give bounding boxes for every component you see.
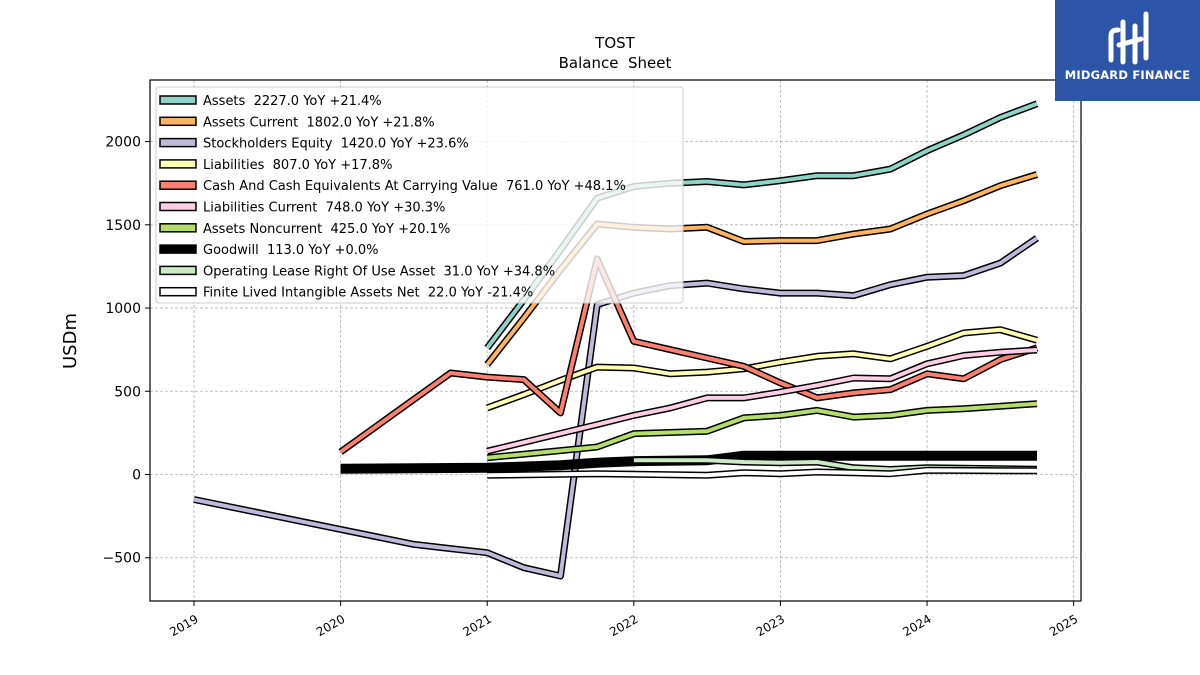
legend-swatch xyxy=(159,95,197,105)
x-tick-label: 2023 xyxy=(754,612,787,639)
series-line-4 xyxy=(338,255,1039,455)
midgard-logo-icon xyxy=(1108,11,1149,65)
legend-label: Liabilities 807.0 YoY +17.8% xyxy=(203,158,392,173)
legend-swatch xyxy=(159,286,197,297)
series-stroke xyxy=(339,256,1038,454)
x-tick-label: 2022 xyxy=(607,612,640,639)
legend-label: Assets Noncurrent 425.0 YoY +20.1% xyxy=(203,222,450,237)
legend-label: Finite Lived Intangible Assets Net 22.0 … xyxy=(203,286,533,301)
series-line-5 xyxy=(486,346,1038,455)
x-tick-label: 2024 xyxy=(900,612,933,639)
legend-label: Assets Current 1802.0 YoY +21.8% xyxy=(203,115,435,130)
legend-label: Cash And Cash Equivalents At Carrying Va… xyxy=(203,179,626,194)
legend-item: Finite Lived Intangible Assets Net 22.0 … xyxy=(159,286,533,301)
legend-swatch xyxy=(159,159,197,169)
chart-subtitle: Balance Sheet xyxy=(559,54,672,72)
y-axis-label: USDm xyxy=(60,313,81,369)
plot-frame xyxy=(149,79,1082,602)
legend-swatch xyxy=(159,244,197,254)
series-stroke xyxy=(487,468,1038,478)
x-tick-label: 2021 xyxy=(460,612,493,639)
legend-item: Liabilities Current 748.0 YoY +30.3% xyxy=(159,201,445,216)
legend-swatch xyxy=(159,137,197,148)
series-line-2 xyxy=(193,235,1039,580)
y-tick-label: 500 xyxy=(114,384,141,400)
legend: Assets 2227.0 YoY +21.4% Assets Current 1… xyxy=(155,86,684,304)
x-tick-label: 2025 xyxy=(1047,612,1080,639)
chart-title: TOST xyxy=(594,34,635,52)
legend-item: Assets Current 1802.0 YoY +21.8% xyxy=(159,115,435,130)
legend-swatch xyxy=(159,180,197,190)
legend-box xyxy=(155,86,684,304)
y-tick-label: 0 xyxy=(132,467,141,483)
x-tick-label: 2020 xyxy=(314,612,347,639)
series-line-3 xyxy=(486,326,1038,412)
legend-swatch xyxy=(159,265,197,276)
legend-item: Goodwill 113.0 YoY +0.0% xyxy=(159,243,378,258)
y-tick-label: 1000 xyxy=(105,301,141,317)
series-stroke xyxy=(486,348,1038,454)
series-stroke xyxy=(193,236,1039,578)
legend-label: Operating Lease Right Of Use Asset 31.0 … xyxy=(203,264,555,279)
legend-swatch xyxy=(159,223,197,233)
logo-text: MIDGARD FINANCE xyxy=(1064,68,1191,82)
series-line-9 xyxy=(487,466,1038,479)
legend-item: Assets Noncurrent 425.0 YoY +20.1% xyxy=(159,222,450,237)
legend-item: Assets 2227.0 YoY +21.4% xyxy=(159,94,382,109)
legend-label: Liabilities Current 748.0 YoY +30.3% xyxy=(203,201,445,216)
series-stroke xyxy=(486,327,1038,410)
legend-item: Cash And Cash Equivalents At Carrying Va… xyxy=(159,179,626,194)
legend-item: Operating Lease Right Of Use Asset 31.0 … xyxy=(159,264,555,279)
series-stroke xyxy=(487,401,1038,460)
series-line-6 xyxy=(486,400,1038,462)
legend-label: Assets 2227.0 YoY +21.4% xyxy=(203,94,382,109)
legend-item: Stockholders Equity 1420.0 YoY +23.6% xyxy=(159,137,469,152)
y-tick-label: 1500 xyxy=(105,218,141,234)
x-tick-label: 2019 xyxy=(167,612,200,639)
legend-item: Liabilities 807.0 YoY +17.8% xyxy=(159,158,392,173)
midgard-finance-logo: MIDGARD FINANCE xyxy=(1055,0,1200,101)
legend-swatch xyxy=(159,116,197,127)
legend-label: Stockholders Equity 1420.0 YoY +23.6% xyxy=(203,137,469,152)
y-tick-label: 2000 xyxy=(105,135,141,151)
y-tick-label: −500 xyxy=(103,551,141,567)
legend-swatch xyxy=(159,201,197,212)
legend-label: Goodwill 113.0 YoY +0.0% xyxy=(203,243,378,258)
